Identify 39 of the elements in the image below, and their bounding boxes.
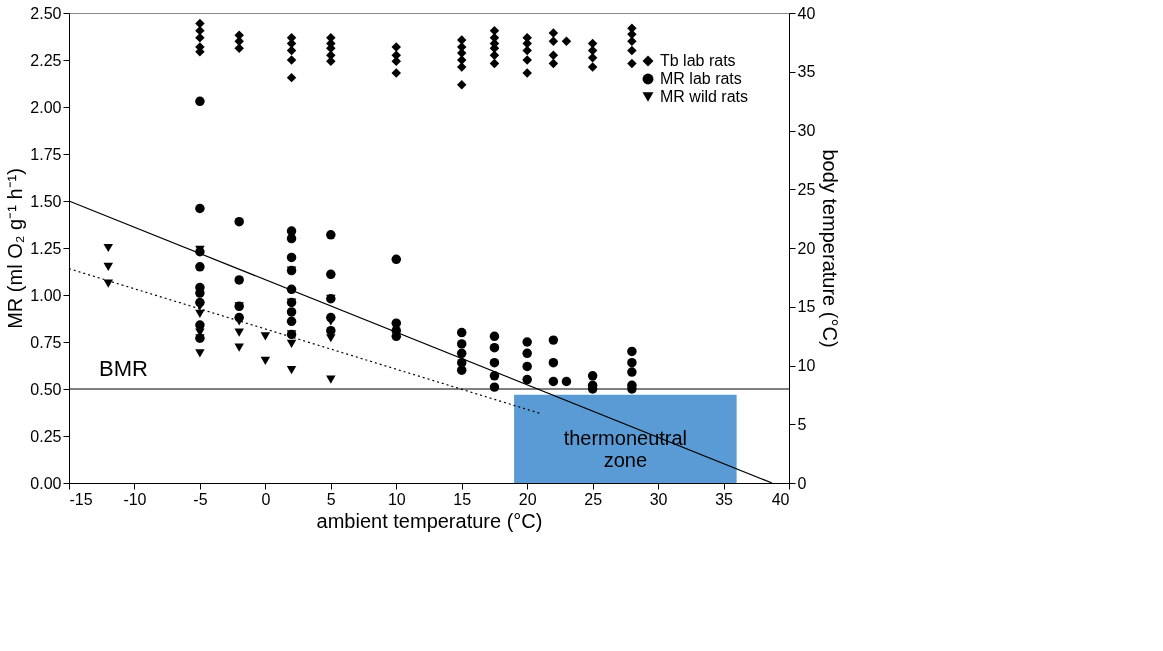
x-tick-label: 40: [771, 490, 790, 508]
y2-tick-label: 40: [797, 4, 816, 22]
x-tick-label: 5: [326, 490, 336, 508]
y-tick-label: 1.00: [30, 286, 62, 304]
y2-tick-label: 10: [797, 357, 816, 374]
y2-tick-label: 35: [797, 63, 816, 81]
y-tick-label: 1.75: [30, 145, 62, 163]
x-tick-label: 10: [387, 490, 406, 508]
x-tick-label: -5: [193, 490, 208, 508]
x-axis-title: ambient temperature (°C): [316, 509, 543, 532]
x-tick-label: 15: [453, 490, 472, 508]
y-tick-label: 2.00: [30, 98, 62, 116]
y-tick-label: 2.50: [30, 4, 62, 22]
y-tick-label: 0.50: [30, 380, 62, 398]
y2-tick-label: 25: [797, 180, 816, 198]
y2-tick-label: 5: [797, 415, 807, 433]
ref-line-label: BMR: [99, 356, 148, 381]
y2-tick-label: 20: [797, 239, 816, 257]
legend-label: MR wild rats: [660, 88, 749, 105]
y-axis-title: MR (ml O₂ g⁻¹ h⁻¹): [4, 168, 27, 329]
x-tick-label: 30: [649, 490, 668, 508]
y-tick-label: 1.25: [30, 239, 62, 257]
legend-label: Tb lab rats: [660, 52, 736, 69]
y2-tick-label: 15: [797, 298, 816, 316]
x-tick-label: 0: [261, 490, 271, 508]
y-tick-label: 0.75: [30, 333, 62, 351]
x-tick-label: -10: [123, 490, 147, 508]
x-tick-label: 25: [584, 490, 603, 508]
y-tick-label: 0.00: [30, 474, 62, 492]
legend-label: MR lab rats: [660, 70, 742, 87]
y-tick-label: 2.25: [30, 51, 62, 69]
x-tick-label: -15: [69, 490, 93, 508]
y2-tick-label: 30: [797, 122, 816, 139]
x-tick-label: 35: [715, 490, 734, 508]
y-tick-label: 1.50: [30, 192, 62, 210]
y-tick-label: 0.25: [30, 427, 62, 445]
x-tick-label: 20: [518, 490, 537, 508]
y2-axis-title: body temperature (°C): [819, 149, 842, 348]
y2-tick-label: 0: [797, 474, 807, 492]
